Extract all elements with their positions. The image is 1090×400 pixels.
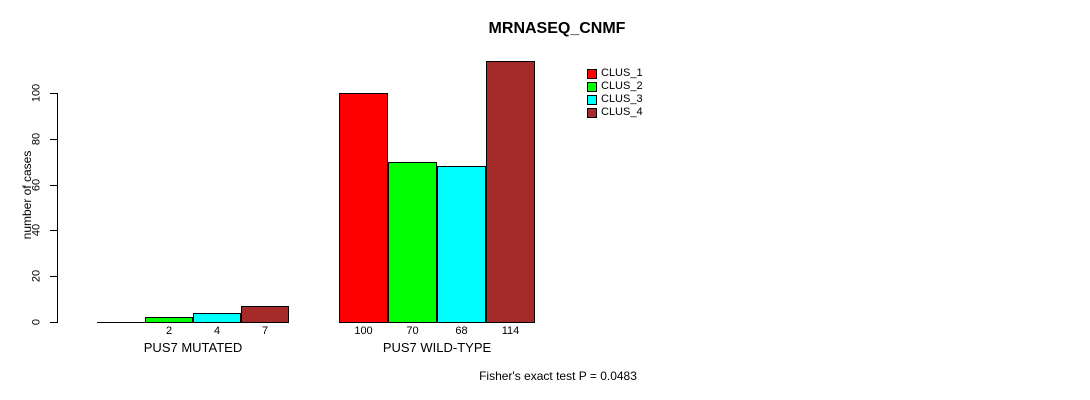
y-axis-tick-label: 0 xyxy=(30,318,43,326)
bar-clus_2 xyxy=(145,317,193,323)
legend-label: CLUS_3 xyxy=(601,93,643,105)
legend-label: CLUS_1 xyxy=(601,67,643,79)
legend-swatch-clus_3 xyxy=(587,94,597,105)
bar-clus_3 xyxy=(193,313,241,323)
y-axis-tick-label: 60 xyxy=(30,178,43,192)
bar-value-label: 4 xyxy=(213,325,221,337)
y-axis-tick-label: 40 xyxy=(30,223,43,237)
bar-clus_1-zero xyxy=(97,322,146,323)
bar-clus_1 xyxy=(339,93,388,323)
legend-label: CLUS_2 xyxy=(601,80,643,92)
legend-swatch-clus_4 xyxy=(587,107,597,118)
group-label: PUS7 WILD-TYPE xyxy=(382,340,492,355)
bar-value-label: 2 xyxy=(165,325,173,337)
y-axis-tick xyxy=(50,230,57,231)
group-label: PUS7 MUTATED xyxy=(143,340,243,355)
legend-item: CLUS_4 xyxy=(587,106,643,119)
y-axis-line xyxy=(57,93,58,323)
y-axis-tick-label: 20 xyxy=(30,269,43,283)
bar-clus_2 xyxy=(388,162,437,323)
bar-clus_4 xyxy=(486,61,535,323)
bar-value-label: 114 xyxy=(501,325,520,337)
bar-value-label: 68 xyxy=(455,325,468,337)
legend-item: CLUS_2 xyxy=(587,80,643,93)
y-axis-tick xyxy=(50,185,57,186)
bar-value-label: 70 xyxy=(406,325,419,337)
bar-clus_3 xyxy=(437,166,486,323)
chart-title: MRNASEQ_CNMF xyxy=(488,20,626,37)
y-axis-tick xyxy=(50,139,57,140)
y-axis-tick-label: 80 xyxy=(30,132,43,146)
bar-value-label: 7 xyxy=(261,325,269,337)
legend-swatch-clus_2 xyxy=(587,81,597,92)
annotation-fisher-test: Fisher's exact test P = 0.0483 xyxy=(479,369,637,383)
bar-value-label: 100 xyxy=(354,325,373,337)
legend-label: CLUS_4 xyxy=(601,106,643,118)
bar-clus_4 xyxy=(241,306,289,323)
legend-swatch-clus_1 xyxy=(587,68,597,79)
legend: CLUS_1 CLUS_2 CLUS_3 CLUS_4 xyxy=(587,67,643,119)
y-axis-tick xyxy=(50,322,57,323)
y-axis-tick xyxy=(50,276,57,277)
legend-item: CLUS_1 xyxy=(587,67,643,80)
y-axis-tick xyxy=(50,93,57,94)
legend-item: CLUS_3 xyxy=(587,93,643,106)
y-axis-tick-label: 100 xyxy=(30,83,43,103)
